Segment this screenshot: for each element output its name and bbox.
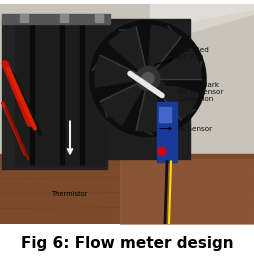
Bar (0, 3, 254, 173)
Bar (60, 20, 64, 163)
Wedge shape (155, 82, 199, 120)
Bar (80, 20, 84, 163)
Text: White Mark
for IR sensor
Detection: White Mark for IR sensor Detection (165, 82, 223, 102)
Bar (157, 102, 177, 162)
Wedge shape (95, 55, 137, 87)
Text: Thermistor: Thermistor (52, 191, 88, 196)
Bar (15, 17, 105, 166)
Bar (0, 154, 254, 224)
Text: IR Sensor: IR Sensor (160, 125, 212, 131)
Bar (105, 18, 190, 158)
Bar (20, 13, 28, 22)
Circle shape (158, 148, 166, 155)
Wedge shape (136, 90, 168, 131)
Text: Fig 6: Flow meter design: Fig 6: Flow meter design (21, 236, 233, 251)
Wedge shape (109, 27, 145, 70)
Text: Modified
DC Fan: Modified DC Fan (155, 47, 209, 65)
Wedge shape (100, 84, 142, 125)
Wedge shape (149, 26, 181, 69)
Bar (95, 13, 103, 22)
Bar (2, 13, 110, 23)
Wedge shape (158, 48, 201, 78)
Bar (60, 13, 68, 22)
Bar (159, 106, 171, 121)
Circle shape (136, 67, 160, 91)
Circle shape (90, 21, 206, 136)
Circle shape (142, 73, 154, 84)
Bar (30, 20, 34, 163)
Bar (2, 18, 107, 168)
